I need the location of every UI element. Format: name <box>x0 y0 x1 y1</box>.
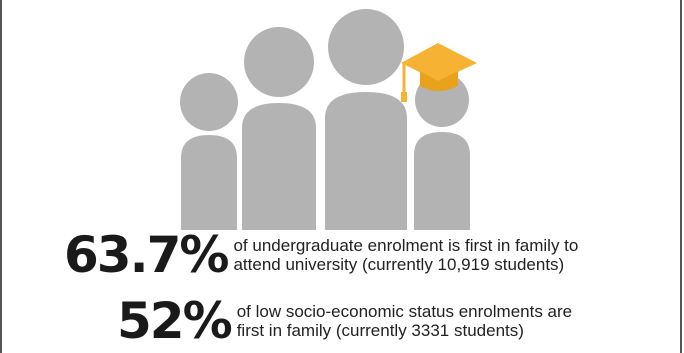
adult-tall-head <box>328 9 404 85</box>
stat-first-in-family-undergrad: 63.7% of undergraduate enrolment is firs… <box>64 230 578 280</box>
stat-value: 52% <box>117 292 233 350</box>
child-left-body <box>181 135 237 230</box>
stat-description-line1: of undergraduate enrolment is first in f… <box>233 236 579 255</box>
stat-description: of low socio-economic status enrolments … <box>237 302 572 340</box>
stat-description: of undergraduate enrolment is first in f… <box>233 236 578 274</box>
adult-left-body <box>242 103 316 230</box>
stat-description-line2: first in family (currently 3331 students… <box>236 321 524 340</box>
mortarboard-cap-icon <box>401 43 477 102</box>
child-left-head <box>180 73 238 131</box>
stat-low-ses-first-in-family: 52% of low socio-economic status enrolme… <box>117 296 572 346</box>
stat-value: 63.7% <box>64 226 229 284</box>
graduate-body <box>414 132 470 230</box>
adult-tall-body <box>325 92 407 230</box>
stat-description-line1: of low socio-economic status enrolments … <box>236 302 573 321</box>
stat-description-line2: attend university (currently 10,919 stud… <box>233 255 565 274</box>
family-with-graduate-icon <box>180 9 477 230</box>
adult-left-head <box>244 27 314 97</box>
